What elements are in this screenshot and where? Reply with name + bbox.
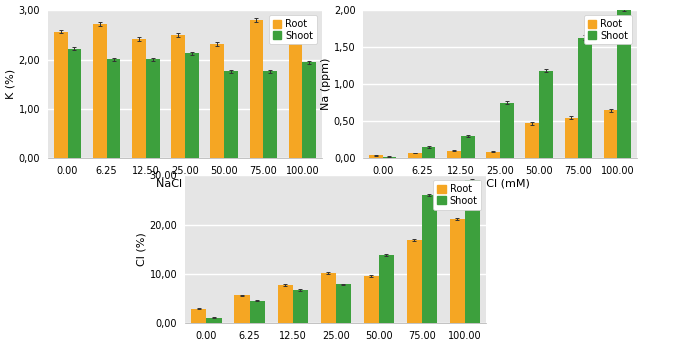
Bar (224, 72, 238, 158)
Bar (249, 301, 264, 323)
Bar (447, 151, 461, 158)
Bar (617, 10, 631, 158)
Bar (500, 103, 514, 158)
Bar (486, 152, 500, 158)
Bar (206, 318, 221, 323)
Bar (539, 71, 553, 158)
Y-axis label: K (%): K (%) (6, 69, 16, 99)
Bar (461, 136, 475, 158)
Bar (249, 20, 263, 158)
Legend: Root, Shoot: Root, Shoot (433, 180, 482, 209)
Y-axis label: Na (ppm): Na (ppm) (321, 58, 331, 110)
X-axis label: NaCl (mM): NaCl (mM) (155, 179, 214, 189)
Bar (408, 153, 422, 158)
Bar (465, 180, 480, 323)
Bar (93, 24, 107, 158)
Legend: Root, Shoot: Root, Shoot (584, 15, 632, 44)
Bar (191, 309, 206, 323)
Bar (422, 147, 436, 158)
Bar (146, 59, 160, 158)
Bar (564, 118, 578, 158)
Bar (171, 35, 185, 158)
Bar (234, 295, 249, 323)
Bar (302, 62, 316, 158)
X-axis label: NaCl (mM): NaCl (mM) (471, 179, 530, 189)
Y-axis label: Cl (%): Cl (%) (137, 233, 147, 266)
Bar (450, 219, 465, 323)
Bar (364, 276, 379, 323)
Bar (369, 155, 383, 158)
Bar (185, 53, 199, 158)
Bar (603, 110, 617, 158)
Legend: Root, Shoot: Root, Shoot (269, 15, 317, 44)
Bar (383, 157, 397, 158)
Bar (288, 31, 302, 158)
Bar (292, 290, 308, 323)
Bar (132, 39, 146, 158)
Bar (107, 59, 121, 158)
Bar (407, 239, 422, 323)
Bar (578, 38, 592, 158)
Bar (336, 284, 351, 323)
Bar (321, 273, 336, 323)
Bar (422, 195, 437, 323)
Bar (525, 123, 539, 158)
Bar (68, 49, 82, 158)
Bar (263, 72, 277, 158)
Bar (379, 255, 394, 323)
Bar (210, 44, 224, 158)
Bar (54, 32, 68, 158)
Bar (277, 285, 292, 323)
